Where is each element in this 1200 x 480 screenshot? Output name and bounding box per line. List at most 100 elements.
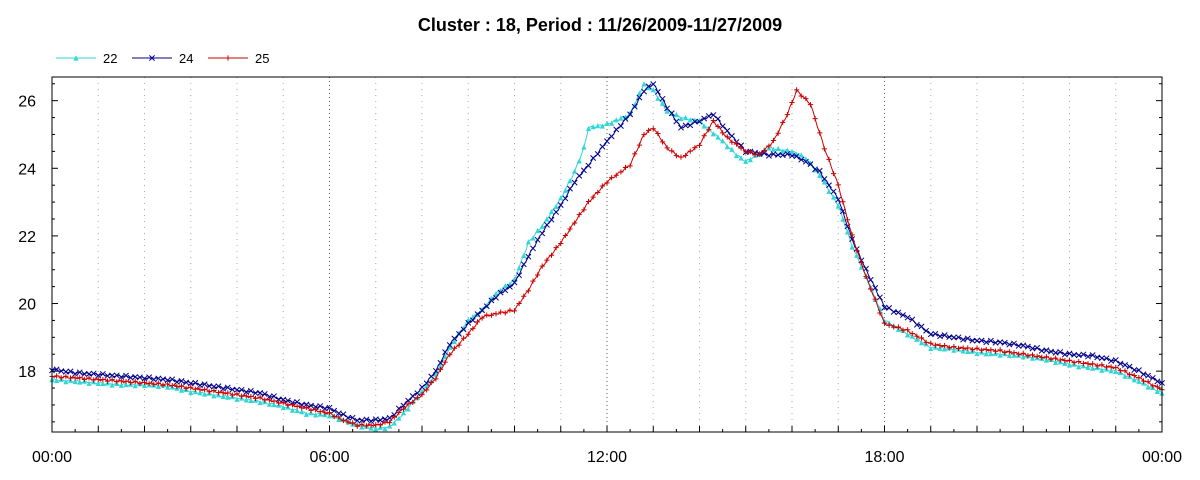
data-point — [165, 384, 171, 390]
data-point — [904, 314, 911, 321]
grid — [97, 77, 1117, 432]
data-point — [567, 185, 573, 192]
data-point — [72, 375, 78, 381]
data-point — [72, 370, 79, 377]
data-point — [257, 399, 263, 406]
data-point — [886, 322, 892, 328]
series-line — [51, 83, 1163, 422]
data-point — [900, 327, 906, 333]
data-point — [224, 384, 231, 391]
data-point — [817, 130, 823, 136]
data-point — [354, 423, 360, 429]
data-point — [62, 368, 69, 375]
data-point — [299, 405, 305, 411]
data-point — [557, 202, 564, 209]
data-point — [941, 332, 948, 339]
data-point — [1015, 343, 1022, 349]
data-point — [683, 114, 689, 121]
data-point — [613, 172, 619, 178]
data-point — [432, 367, 439, 374]
data-point — [1090, 365, 1096, 371]
data-point — [757, 151, 763, 157]
data-point — [91, 377, 97, 383]
data-point — [835, 196, 842, 203]
data-point — [229, 386, 236, 393]
data-point — [1099, 362, 1105, 368]
data-point — [141, 382, 148, 388]
data-point — [960, 348, 966, 354]
data-point — [1113, 364, 1119, 370]
data-point — [1016, 351, 1022, 357]
data-point — [428, 373, 435, 380]
x-tick-labels: 00:00 06:00 12:00 18:00 00:00 — [32, 449, 1182, 466]
data-point — [918, 340, 925, 346]
x-tick-label: 00:00 — [1142, 449, 1182, 466]
data-point — [826, 182, 832, 189]
data-point — [1117, 368, 1123, 374]
data-point — [1154, 384, 1160, 390]
data-point — [817, 172, 823, 178]
legend-label: 25 — [255, 51, 269, 66]
data-point — [974, 345, 980, 351]
data-point — [100, 380, 106, 387]
data-point — [969, 347, 975, 353]
data-point — [243, 397, 249, 403]
data-point — [243, 393, 249, 399]
data-point — [1039, 354, 1045, 360]
data-point — [747, 149, 753, 155]
data-point — [202, 391, 208, 397]
data-point — [978, 337, 985, 344]
data-point — [1029, 352, 1036, 358]
data-point — [831, 194, 837, 200]
data-point — [696, 118, 703, 125]
data-point — [909, 330, 915, 337]
data-point — [840, 216, 846, 222]
data-point — [77, 375, 83, 381]
data-point — [900, 312, 906, 318]
data-point — [63, 373, 69, 379]
data-point — [465, 331, 471, 337]
data-point — [405, 401, 411, 407]
data-point — [789, 148, 795, 155]
data-point — [516, 265, 522, 271]
data-point — [206, 383, 213, 389]
data-point — [1006, 352, 1012, 359]
data-point — [659, 139, 666, 145]
data-point — [128, 380, 134, 386]
data-point — [789, 99, 795, 106]
data-point — [211, 393, 217, 399]
y-tick-labels: 18 20 22 24 26 — [18, 94, 36, 381]
data-point — [326, 413, 333, 419]
data-point — [854, 252, 860, 258]
data-point — [493, 290, 499, 297]
data-point — [312, 403, 319, 410]
data-point — [409, 393, 416, 400]
y-tick-label: 18 — [18, 364, 36, 381]
data-point — [752, 152, 758, 158]
data-point — [377, 422, 383, 428]
data-point — [248, 393, 254, 400]
data-point — [387, 423, 393, 429]
data-point — [1112, 357, 1119, 364]
data-point — [178, 383, 185, 389]
data-point — [317, 403, 324, 409]
data-point — [1117, 360, 1124, 367]
data-point — [715, 115, 721, 122]
data-point — [53, 366, 60, 373]
data-point — [895, 324, 901, 330]
data-point — [331, 414, 337, 420]
data-point — [530, 245, 536, 252]
data-point — [1090, 361, 1096, 367]
data-point — [220, 385, 227, 392]
data-point — [321, 405, 328, 412]
data-point — [669, 148, 675, 154]
data-point — [646, 127, 652, 134]
data-point — [719, 123, 726, 130]
data-point — [146, 374, 153, 381]
data-point — [641, 132, 647, 138]
data-point — [946, 345, 952, 351]
data-point — [322, 410, 328, 416]
data-point — [1136, 378, 1142, 384]
data-point — [1085, 361, 1091, 367]
data-point — [72, 378, 78, 385]
